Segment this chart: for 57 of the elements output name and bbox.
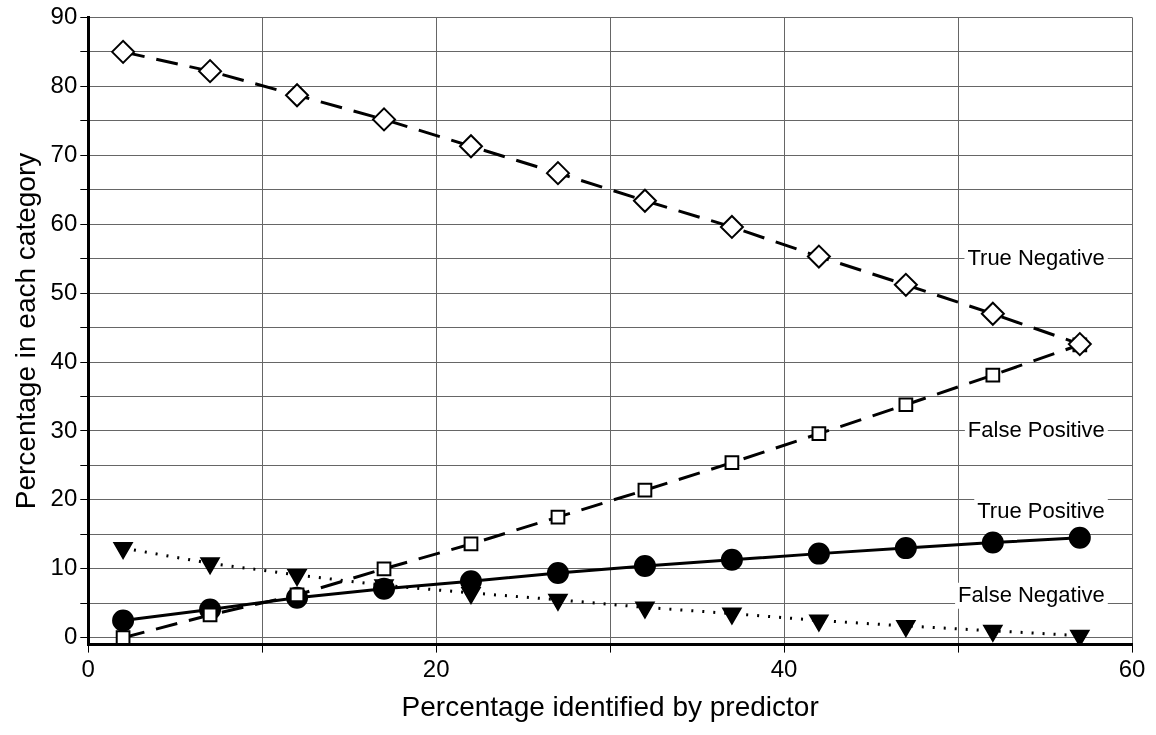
x-tick-label: 40 <box>770 654 798 682</box>
point <box>724 455 740 471</box>
x-tick-label: 60 <box>1118 654 1146 682</box>
point <box>285 83 310 108</box>
point <box>722 607 742 625</box>
y-tick-label: 80 <box>50 70 78 98</box>
x-axis-title: Percentage identified by predictor <box>401 690 819 722</box>
point <box>115 630 131 645</box>
y-tick-label: 10 <box>50 553 78 581</box>
point <box>893 272 918 297</box>
y-tick-label: 20 <box>50 484 78 512</box>
y-tick-label: 30 <box>50 415 78 443</box>
series-label: False Positive <box>967 416 1105 442</box>
point <box>807 542 830 565</box>
point <box>287 568 307 586</box>
series-label: False Negative <box>958 581 1105 607</box>
series-label: True Positive <box>977 497 1105 523</box>
y-tick-label: 70 <box>50 139 78 167</box>
point <box>811 426 827 442</box>
point <box>376 561 392 577</box>
point <box>550 509 566 525</box>
point <box>112 609 135 632</box>
point <box>806 244 831 269</box>
y-tick-label: 0 <box>63 622 78 650</box>
point <box>896 619 916 637</box>
point <box>198 59 223 84</box>
point <box>546 561 569 584</box>
point <box>635 601 655 619</box>
point <box>894 537 917 560</box>
point <box>1067 332 1092 357</box>
point <box>980 301 1005 326</box>
point <box>633 555 656 578</box>
y-tick-label: 90 <box>50 2 78 30</box>
point <box>809 614 829 632</box>
y-tick-label: 40 <box>50 346 78 374</box>
point <box>548 593 568 611</box>
y-tick-label: 60 <box>50 208 78 236</box>
point <box>983 624 1003 642</box>
point <box>463 536 479 552</box>
y-tick-label: 50 <box>50 277 78 305</box>
point <box>458 134 483 159</box>
x-tick-label: 0 <box>81 654 95 682</box>
point <box>1070 629 1090 645</box>
series-label: True Negative <box>967 245 1105 271</box>
point <box>372 107 397 132</box>
point <box>545 161 570 186</box>
y-axis-title: Percentage in each category <box>9 152 41 510</box>
point <box>637 482 653 498</box>
point <box>111 39 136 64</box>
x-tick-label: 20 <box>422 654 450 682</box>
point <box>720 548 743 571</box>
point <box>985 367 1001 383</box>
point <box>632 188 657 213</box>
point <box>898 397 914 413</box>
point <box>981 531 1004 554</box>
point <box>719 214 744 239</box>
point <box>1068 526 1091 549</box>
